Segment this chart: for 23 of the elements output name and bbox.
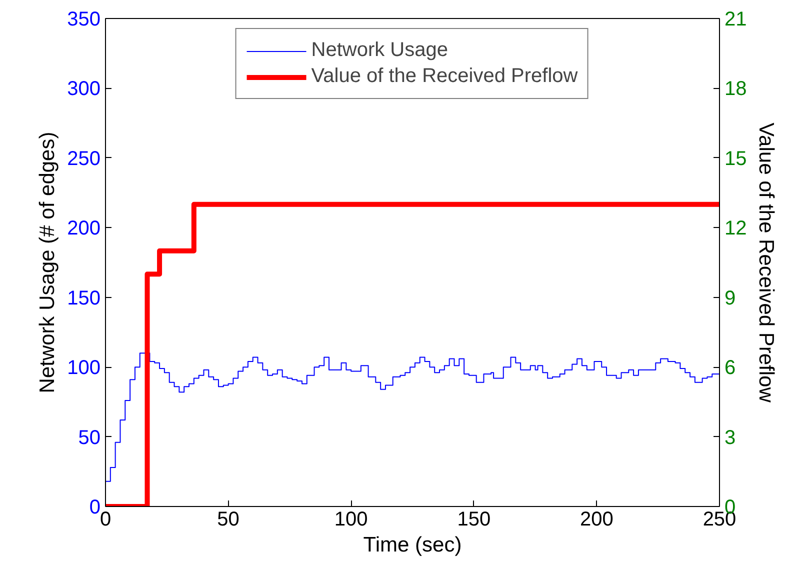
legend-label: Value of the Received Preflow — [311, 65, 578, 88]
x-tick-label: 100 — [334, 508, 368, 530]
y-tick-label: 150 — [67, 287, 101, 310]
y-tick-label: 100 — [67, 357, 101, 380]
x-tick-label: 200 — [580, 508, 614, 530]
y2-tick-label: 21 — [724, 8, 747, 30]
y2-tick-label: 15 — [724, 148, 747, 170]
y-tick-label: 200 — [67, 218, 101, 240]
x-tick-label: 50 — [217, 508, 240, 530]
y2-tick-label: 12 — [724, 218, 747, 240]
legend-label: Network Usage — [311, 39, 448, 62]
y-axis-title: Network Usage (# of edges) — [36, 132, 60, 394]
y2-tick-label: 18 — [724, 78, 747, 100]
y2-tick-label: 9 — [724, 287, 736, 310]
y-tick-label: 250 — [67, 148, 101, 170]
y-tick-label: 50 — [78, 426, 101, 449]
y2-axis-title: Value of the Received Preflow — [754, 122, 778, 404]
y2-tick-label: 3 — [724, 426, 736, 449]
y2-tick-label: 6 — [724, 357, 736, 380]
y-tick-label: 350 — [67, 8, 101, 30]
y-tick-label: 300 — [67, 78, 101, 100]
x-tick-label: 150 — [457, 508, 491, 530]
x-axis-title: Time (sec) — [363, 534, 462, 556]
